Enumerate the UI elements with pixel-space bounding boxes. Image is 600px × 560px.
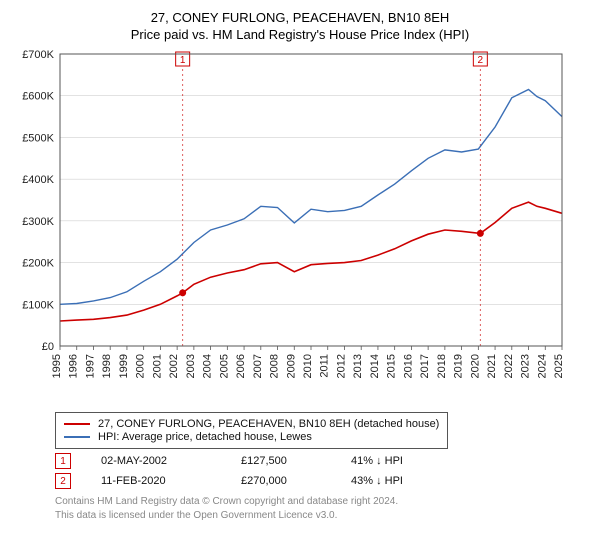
price-chart: £0 £100K £200K £300K £400K £500K £600K £700K 199…	[10, 46, 570, 406]
marker-dot-1	[179, 289, 186, 296]
chart-title-block: 27, CONEY FURLONG, PEACEHAVEN, BN10 8EH …	[10, 10, 590, 42]
legend-label: 27, CONEY FURLONG, PEACEHAVEN, BN10 8EH …	[98, 418, 439, 430]
marker-delta: 43% ↓ HPI	[351, 475, 403, 487]
svg-text:2000: 2000	[135, 354, 147, 378]
svg-text:£700K: £700K	[22, 49, 54, 61]
svg-text:2025: 2025	[553, 354, 565, 378]
svg-text:2018: 2018	[436, 354, 448, 378]
legend-label: HPI: Average price, detached house, Lewe…	[98, 431, 312, 443]
svg-text:2003: 2003	[185, 354, 197, 378]
legend: 27, CONEY FURLONG, PEACEHAVEN, BN10 8EH …	[55, 412, 448, 449]
marker-badge: 1	[55, 453, 71, 469]
svg-text:2009: 2009	[285, 354, 297, 378]
svg-text:1996: 1996	[68, 354, 80, 378]
legend-swatch	[64, 436, 90, 438]
marker-table: 1 02-MAY-2002 £127,500 41% ↓ HPI 2 11-FEB-202…	[55, 453, 590, 489]
marker-price: £270,000	[241, 475, 321, 487]
svg-text:2022: 2022	[503, 354, 515, 378]
svg-text:2015: 2015	[386, 354, 398, 378]
chart-container: £0 £100K £200K £300K £400K £500K £600K £700K 199…	[10, 46, 590, 406]
marker-badge: 2	[55, 473, 71, 489]
chart-title-main: 27, CONEY FURLONG, PEACEHAVEN, BN10 8EH	[10, 10, 590, 25]
svg-text:£500K: £500K	[22, 132, 54, 144]
marker-date: 11-FEB-2020	[101, 475, 211, 487]
svg-text:2019: 2019	[453, 354, 465, 378]
svg-text:£200K: £200K	[22, 258, 54, 270]
svg-text:2005: 2005	[218, 354, 230, 378]
svg-text:£100K: £100K	[22, 299, 54, 311]
svg-text:£600K: £600K	[22, 91, 54, 103]
svg-text:2014: 2014	[369, 354, 381, 378]
marker-delta: 41% ↓ HPI	[351, 455, 403, 467]
svg-text:£400K: £400K	[22, 174, 54, 186]
legend-row: 27, CONEY FURLONG, PEACEHAVEN, BN10 8EH …	[64, 418, 439, 430]
attribution-footer: Contains HM Land Registry data © Crown c…	[55, 495, 590, 522]
svg-text:2002: 2002	[168, 354, 180, 378]
footer-line-1: Contains HM Land Registry data © Crown c…	[55, 495, 590, 509]
svg-text:2010: 2010	[302, 354, 314, 378]
svg-text:1995: 1995	[51, 354, 63, 378]
svg-text:£0: £0	[42, 341, 54, 353]
svg-text:2021: 2021	[486, 354, 498, 378]
svg-text:2024: 2024	[536, 354, 548, 378]
svg-text:2004: 2004	[202, 354, 214, 378]
svg-text:1997: 1997	[84, 354, 96, 378]
marker-row: 1 02-MAY-2002 £127,500 41% ↓ HPI	[55, 453, 590, 469]
svg-text:2011: 2011	[319, 354, 331, 378]
svg-text:2020: 2020	[469, 354, 481, 378]
svg-text:2012: 2012	[335, 354, 347, 378]
svg-text:2008: 2008	[269, 354, 281, 378]
marker-row: 2 11-FEB-2020 £270,000 43% ↓ HPI	[55, 473, 590, 489]
svg-text:2013: 2013	[352, 354, 364, 378]
svg-text:2001: 2001	[151, 354, 163, 378]
svg-text:£300K: £300K	[22, 216, 54, 228]
svg-text:2016: 2016	[402, 354, 414, 378]
chart-title-sub: Price paid vs. HM Land Registry's House …	[10, 27, 590, 42]
legend-row: HPI: Average price, detached house, Lewe…	[64, 431, 439, 443]
svg-text:1999: 1999	[118, 354, 130, 378]
svg-text:1998: 1998	[101, 354, 113, 378]
svg-text:2007: 2007	[252, 354, 264, 378]
svg-text:2: 2	[478, 55, 484, 66]
legend-swatch	[64, 423, 90, 425]
svg-text:2006: 2006	[235, 354, 247, 378]
svg-text:2017: 2017	[419, 354, 431, 378]
marker-price: £127,500	[241, 455, 321, 467]
marker-dot-2	[477, 230, 484, 237]
svg-text:1: 1	[180, 55, 186, 66]
footer-line-2: This data is licensed under the Open Gov…	[55, 509, 590, 523]
marker-date: 02-MAY-2002	[101, 455, 211, 467]
svg-text:2023: 2023	[520, 354, 532, 378]
